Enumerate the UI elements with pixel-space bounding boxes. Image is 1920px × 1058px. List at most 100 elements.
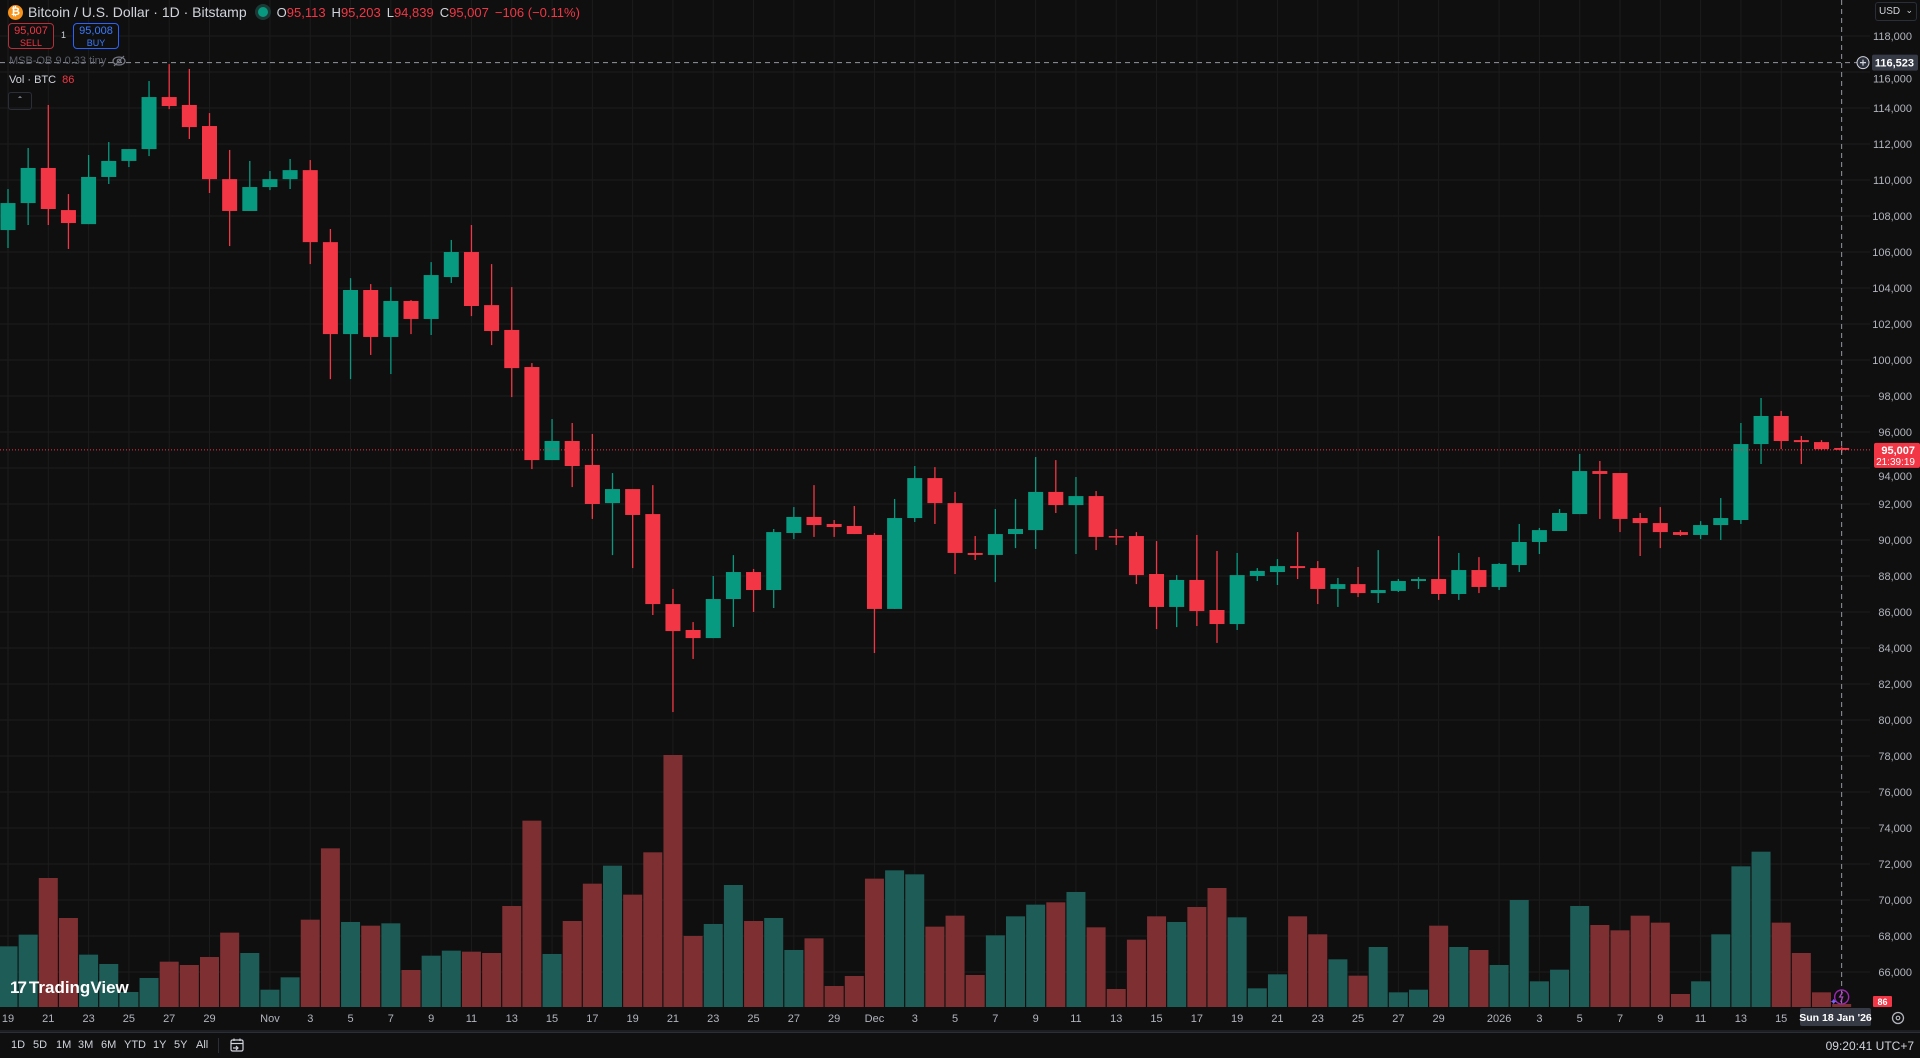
candle-body[interactable] (363, 289, 379, 337)
candle-body[interactable] (1390, 581, 1406, 591)
candle-body[interactable] (1370, 590, 1386, 594)
candle-body[interactable] (1068, 496, 1084, 506)
candle-body[interactable] (1612, 473, 1628, 519)
currency-select[interactable]: USD ⌄ (1875, 2, 1917, 21)
candle-body[interactable] (222, 179, 238, 211)
candle-body[interactable] (463, 252, 479, 307)
range-1d[interactable]: 1D (11, 1039, 26, 1051)
candle-body[interactable] (524, 367, 540, 461)
volume-legend[interactable]: Vol · BTC 86 (9, 74, 74, 86)
candle-body[interactable] (101, 160, 117, 177)
range-1y[interactable]: 1Y (153, 1039, 167, 1051)
chart-settings-icon[interactable] (1891, 1011, 1905, 1025)
candle-body[interactable] (967, 552, 983, 555)
candle-body[interactable] (302, 170, 318, 243)
range-1m[interactable]: 1M (56, 1039, 72, 1051)
candle-body[interactable] (725, 572, 741, 600)
candle-body[interactable] (927, 478, 943, 504)
range-ytd[interactable]: YTD (124, 1039, 146, 1051)
candle-body[interactable] (1471, 570, 1487, 587)
candle-body[interactable] (1048, 491, 1064, 506)
msb-indicator-legend[interactable]: MSB-OB 9 0.33 tiny (9, 55, 126, 67)
candle-body[interactable] (81, 176, 97, 225)
candle-body[interactable] (1834, 447, 1850, 450)
candle-body[interactable] (1814, 442, 1829, 450)
candle-body[interactable] (544, 440, 560, 461)
candle-body[interactable] (1008, 529, 1023, 535)
candle-body[interactable] (1108, 536, 1124, 538)
range-3m[interactable]: 3M (78, 1039, 94, 1051)
candle-body[interactable] (1189, 579, 1205, 612)
candle-body[interactable] (947, 503, 963, 553)
candle-body[interactable] (322, 242, 338, 335)
candle-body[interactable] (806, 516, 822, 526)
candle-body[interactable] (40, 167, 56, 209)
candle-body[interactable] (60, 210, 76, 224)
price-axis[interactable] (1870, 0, 1920, 1032)
candle-body[interactable] (866, 534, 882, 609)
clock-timezone[interactable]: 09:20:41 UTC+7 (1825, 1039, 1914, 1053)
market-status-icon[interactable] (257, 7, 268, 17)
candle-body[interactable] (161, 97, 177, 107)
candle-body[interactable] (1793, 440, 1809, 443)
candle-body[interactable] (1149, 574, 1165, 607)
candle-body[interactable] (1451, 570, 1467, 594)
candle-body[interactable] (1431, 579, 1447, 594)
range-all[interactable]: All (196, 1039, 209, 1051)
candle-body[interactable] (1269, 566, 1285, 573)
range-5y[interactable]: 5Y (174, 1039, 188, 1051)
candle-body[interactable] (121, 149, 137, 161)
candle-body[interactable] (1128, 536, 1144, 576)
candle-body[interactable] (746, 572, 762, 591)
tradingview-logo[interactable]: 17 TradingView (10, 978, 129, 998)
candle-body[interactable] (564, 440, 580, 467)
candle-body[interactable] (141, 97, 157, 150)
candle-body[interactable] (343, 289, 359, 335)
candle-body[interactable] (1773, 415, 1789, 441)
candle-body[interactable] (1672, 532, 1688, 535)
range-5d[interactable]: 5D (33, 1039, 48, 1051)
candle-body[interactable] (504, 329, 520, 369)
candle-body[interactable] (484, 305, 500, 332)
candle-body[interactable] (1753, 415, 1769, 445)
candle-body[interactable] (584, 464, 600, 504)
candle-body[interactable] (786, 516, 802, 533)
candle-body[interactable] (605, 489, 620, 504)
candle-body[interactable] (1531, 530, 1547, 542)
calendar-goto-icon[interactable] (229, 1037, 245, 1053)
candle-body[interactable] (625, 489, 641, 515)
candle-body[interactable] (202, 126, 217, 180)
candle-body[interactable] (1592, 471, 1608, 474)
candle-body[interactable] (645, 514, 661, 605)
candle-body[interactable] (1290, 566, 1306, 569)
candle-body[interactable] (1310, 568, 1326, 589)
buy-button[interactable]: 95,008 BUY (73, 23, 119, 49)
candle-body[interactable] (665, 604, 681, 632)
candle-body[interactable] (20, 167, 36, 204)
candle-body[interactable] (262, 179, 278, 188)
range-6m[interactable]: 6M (101, 1039, 117, 1051)
candle-body[interactable] (242, 187, 258, 211)
candle-body[interactable] (1511, 541, 1527, 566)
candle-body[interactable] (1229, 575, 1245, 625)
candle-body[interactable] (423, 275, 439, 319)
candle-body[interactable] (887, 518, 903, 609)
candle-body[interactable] (1411, 579, 1426, 582)
candle-body[interactable] (1249, 570, 1265, 576)
candle-body[interactable] (685, 629, 701, 639)
candle-body[interactable] (766, 532, 782, 591)
candle-body[interactable] (443, 252, 459, 278)
candle-body[interactable] (1572, 471, 1588, 515)
collapse-legend-button[interactable]: ˆ (8, 92, 32, 110)
candle-body[interactable] (705, 599, 721, 639)
sell-button[interactable]: 95,007 SELL (8, 23, 54, 49)
candle-body[interactable] (181, 104, 197, 128)
candle-body[interactable] (403, 300, 419, 319)
candle-body[interactable] (1350, 584, 1366, 594)
candle-body[interactable] (282, 170, 298, 180)
lightning-icon[interactable] (1833, 989, 1850, 1005)
candle-body[interactable] (1169, 579, 1185, 607)
candle-body[interactable] (826, 523, 842, 528)
candle-body[interactable] (907, 478, 923, 519)
